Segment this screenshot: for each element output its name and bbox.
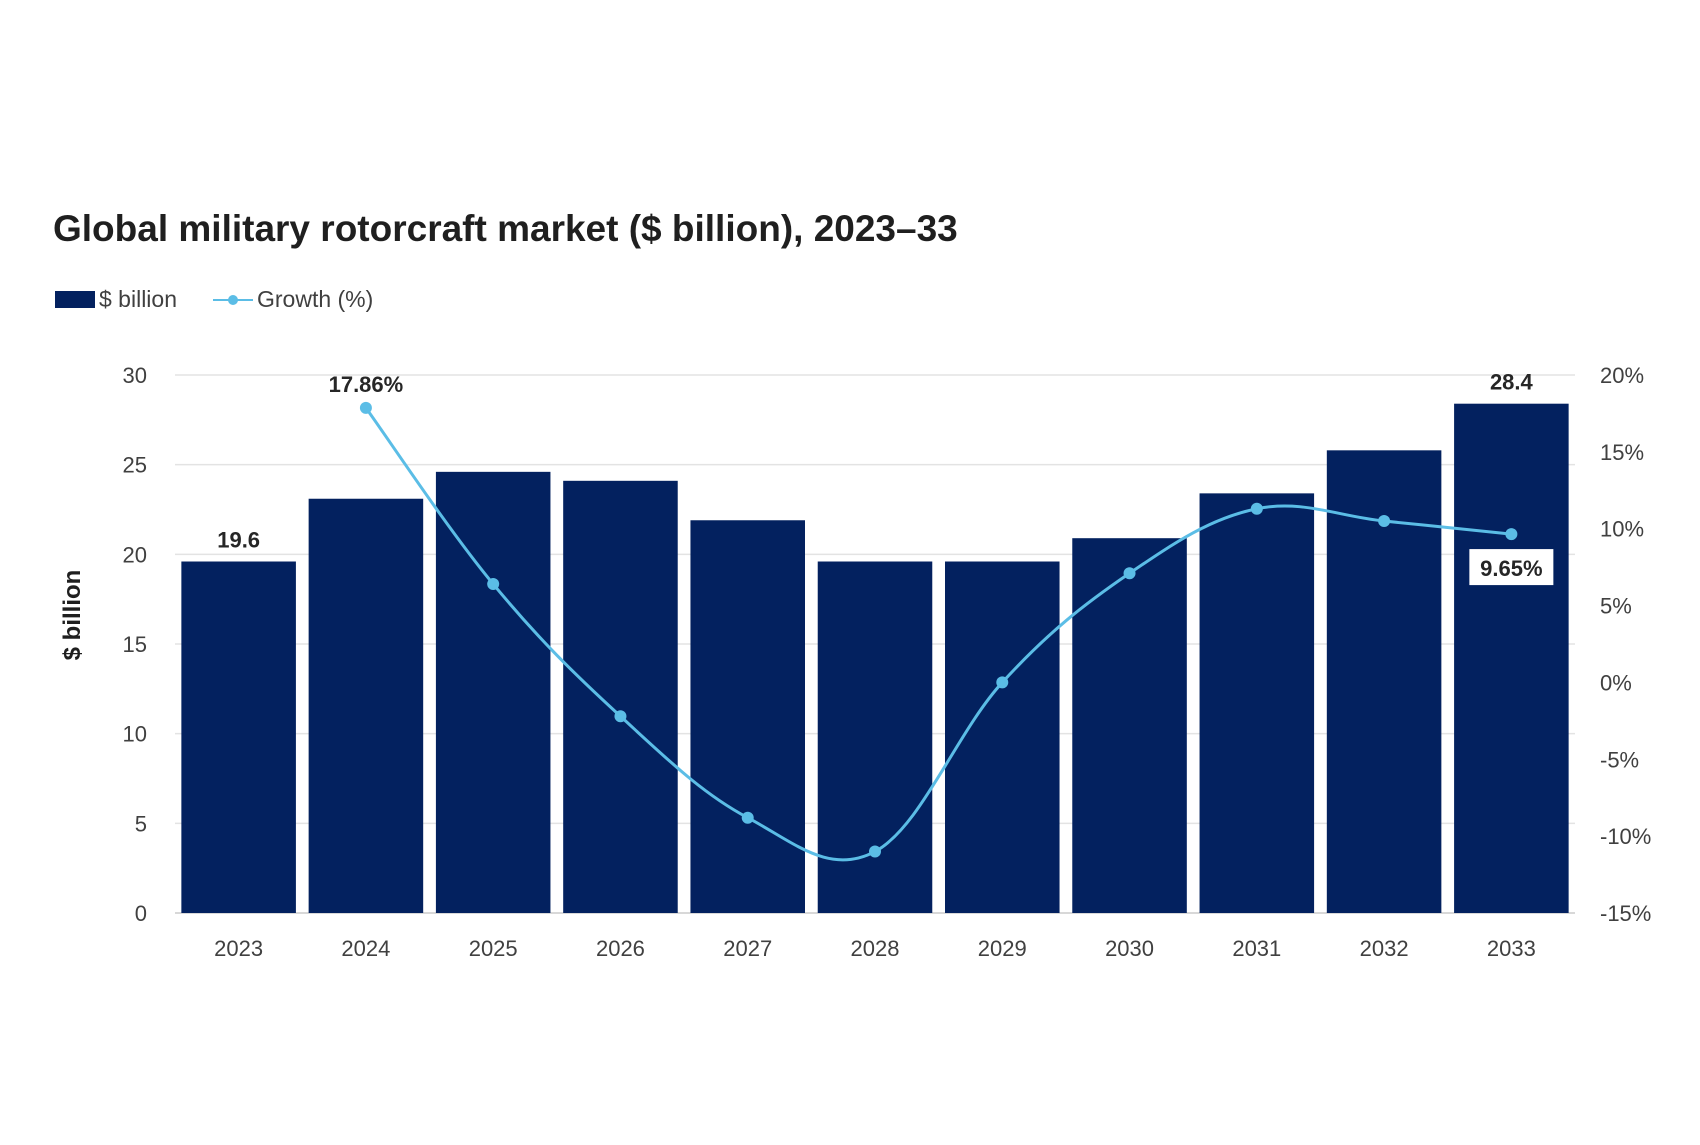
x-tick-label: 2023 xyxy=(214,936,263,961)
x-tick-label: 2027 xyxy=(723,936,772,961)
bar xyxy=(563,480,678,913)
x-tick-label: 2026 xyxy=(596,936,645,961)
bar xyxy=(1326,450,1442,913)
y2-tick-label: 15% xyxy=(1600,440,1644,465)
legend-label-bar: $ billion xyxy=(99,285,177,312)
legend: $ billion Growth (%) xyxy=(55,284,409,314)
bar xyxy=(1199,493,1315,913)
growth-point xyxy=(1250,502,1263,515)
x-tick-label: 2032 xyxy=(1360,936,1409,961)
data-label-bg xyxy=(1469,549,1554,586)
x-tick-label: 2025 xyxy=(469,936,518,961)
data-label: 28.4 xyxy=(1490,370,1534,395)
x-tick-label: 2029 xyxy=(978,936,1027,961)
bar xyxy=(308,498,424,913)
y2-tick-label: 20% xyxy=(1600,363,1644,388)
data-label: 9.65% xyxy=(1480,556,1542,581)
bars xyxy=(181,403,1569,913)
data-label: 19.6 xyxy=(217,528,260,553)
y-axis-title: $ billion xyxy=(59,570,86,661)
legend-swatch-line xyxy=(213,291,253,308)
y-tick-label: 15 xyxy=(123,632,147,657)
growth-point xyxy=(1505,528,1518,541)
x-tick-label: 2024 xyxy=(341,936,390,961)
y2-tick-label: -10% xyxy=(1600,824,1651,849)
x-tick-label: 2031 xyxy=(1232,936,1281,961)
growth-point xyxy=(487,578,500,591)
bar xyxy=(1072,538,1187,913)
growth-point xyxy=(614,710,627,723)
y2-tick-label: -15% xyxy=(1600,901,1651,926)
growth-line-path xyxy=(364,407,1512,862)
growth-point xyxy=(869,845,881,858)
growth-point xyxy=(741,811,754,824)
data-label: 17.86% xyxy=(329,372,404,397)
y2-tick-label: -5% xyxy=(1600,747,1639,772)
y-tick-label: 0 xyxy=(135,901,147,926)
y2-tick-label: 0% xyxy=(1600,670,1632,695)
x-tick-label: 2033 xyxy=(1487,936,1536,961)
chart-title: Global military rotorcraft market ($ bil… xyxy=(53,208,958,249)
growth-line xyxy=(359,401,1518,862)
y2-tick-label: 5% xyxy=(1600,594,1632,619)
legend-item-bar: $ billion xyxy=(55,286,177,313)
growth-point xyxy=(359,401,372,414)
legend-label-line: Growth (%) xyxy=(257,285,374,312)
growth-point xyxy=(1378,515,1391,528)
bar xyxy=(435,471,551,913)
x-tick-label: 2028 xyxy=(851,936,900,961)
y-tick-label: 20 xyxy=(123,542,147,567)
y2-tick-label: 10% xyxy=(1600,517,1644,542)
growth-point xyxy=(996,676,1009,689)
x-tick-label: 2030 xyxy=(1105,936,1154,961)
bar xyxy=(690,520,805,913)
legend-swatch-bar xyxy=(55,290,95,308)
bar xyxy=(181,561,296,913)
bar xyxy=(1454,403,1569,913)
y-tick-label: 25 xyxy=(123,453,147,478)
labels: 051015202530-15%-10%-5%0%5%10%15%20%2023… xyxy=(59,363,1651,961)
y-tick-label: 30 xyxy=(123,363,147,388)
legend-item-line: Growth (%) xyxy=(213,286,373,313)
y-tick-label: 10 xyxy=(123,722,147,747)
y-tick-label: 5 xyxy=(135,811,147,836)
growth-point xyxy=(1123,567,1136,580)
